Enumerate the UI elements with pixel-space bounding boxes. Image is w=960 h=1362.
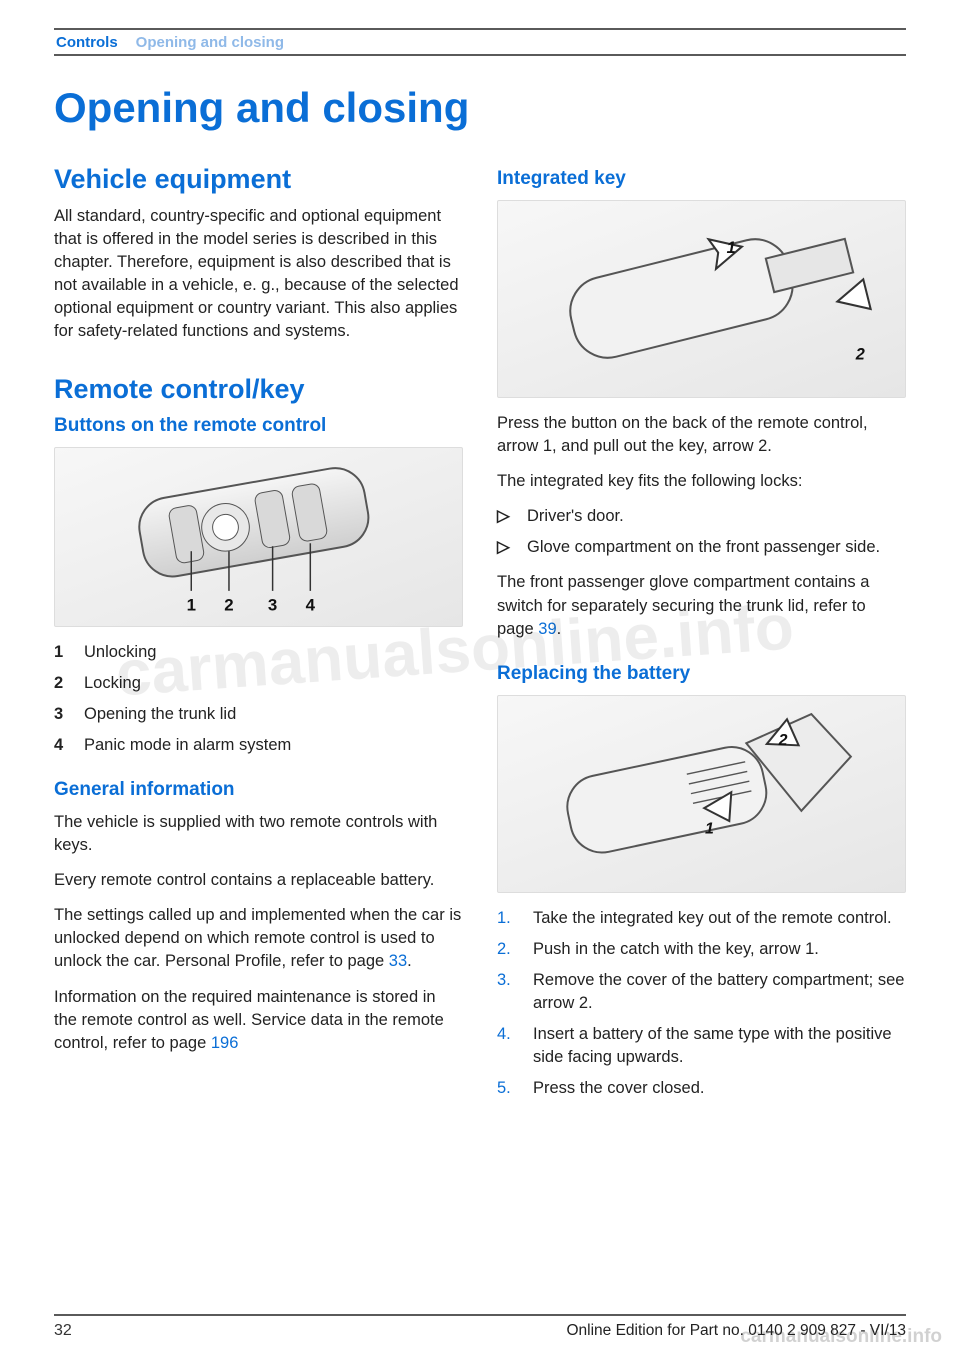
right-column: Integrated key 1 2 Press the button on t [497,164,906,1112]
svg-text:2: 2 [855,346,865,364]
battery-illustration: 1 2 [522,699,880,888]
svg-text:1: 1 [186,596,195,615]
remote-button-list: 1Unlocking 2Locking 3Opening the trunk l… [54,641,463,757]
subheading-replacing-battery: Replacing the battery [497,663,906,685]
svg-text:3: 3 [268,596,277,615]
list-item: 1Unlocking [54,641,463,664]
footer-text: Online Edition for Part no. 0140 2 909 8… [566,1322,906,1340]
paragraph-intkey-2: The integrated key fits the following lo… [497,470,906,493]
integrated-key-illustration: 1 2 [518,202,884,395]
list-item: 3Opening the trunk lid [54,703,463,726]
subheading-general-info: General information [54,779,463,801]
svg-text:1: 1 [705,821,714,838]
figure-remote-buttons: 1 2 3 4 [54,447,463,627]
svg-text:1: 1 [727,239,736,257]
figure-integrated-key: 1 2 [497,200,906,398]
list-item: ▷Driver's door. [497,505,906,528]
subheading-integrated-key: Integrated key [497,168,906,190]
list-item: 2Locking [54,672,463,695]
page-title: Opening and closing [54,84,906,132]
remote-control-illustration: 1 2 3 4 [100,452,417,621]
svg-text:4: 4 [305,596,315,615]
locks-list: ▷Driver's door. ▷Glove compartment on th… [497,505,906,559]
figure-replacing-battery: 1 2 [497,695,906,893]
svg-text:2: 2 [778,732,788,749]
page-link-39[interactable]: 39 [538,620,556,638]
paragraph-vehicle-equipment: All standard, country-specific and optio… [54,205,463,344]
paragraph-intkey-3: The front passenger glove compartment co… [497,571,906,640]
breadcrumb-section[interactable]: Opening and closing [136,34,284,51]
breadcrumb-controls[interactable]: Controls [56,34,118,51]
heading-remote-control: Remote control/key [54,374,463,405]
page-number: 32 [54,1322,72,1340]
list-item: 4.Insert a battery of the same type with… [497,1023,906,1069]
breadcrumb: Controls Opening and closing [54,28,906,56]
paragraph-general-1: The vehicle is supplied with two remote … [54,811,463,857]
heading-vehicle-equipment: Vehicle equipment [54,164,463,195]
footer: 32 Online Edition for Part no. 0140 2 90… [54,1314,906,1340]
paragraph-intkey-1: Press the button on the back of the remo… [497,412,906,458]
list-item: 1.Take the integrated key out of the rem… [497,907,906,930]
list-item: 3.Remove the cover of the battery compar… [497,969,906,1015]
paragraph-general-3: The settings called up and implemented w… [54,904,463,973]
svg-text:2: 2 [224,596,233,615]
list-item: 5.Press the cover closed. [497,1077,906,1100]
list-item: 2.Push in the catch with the key, arrow … [497,938,906,961]
paragraph-general-4: Information on the required maintenance … [54,986,463,1055]
bullet-icon: ▷ [497,505,511,528]
bullet-icon: ▷ [497,536,511,559]
page-link-196[interactable]: 196 [211,1034,239,1052]
list-item: ▷Glove compartment on the front passenge… [497,536,906,559]
list-item: 4Panic mode in alarm system [54,734,463,757]
left-column: Vehicle equipment All standard, country-… [54,164,463,1112]
subheading-buttons: Buttons on the remote control [54,415,463,437]
battery-steps-list: 1.Take the integrated key out of the rem… [497,907,906,1101]
paragraph-general-2: Every remote control contains a replacea… [54,869,463,892]
page-link-33[interactable]: 33 [389,952,407,970]
